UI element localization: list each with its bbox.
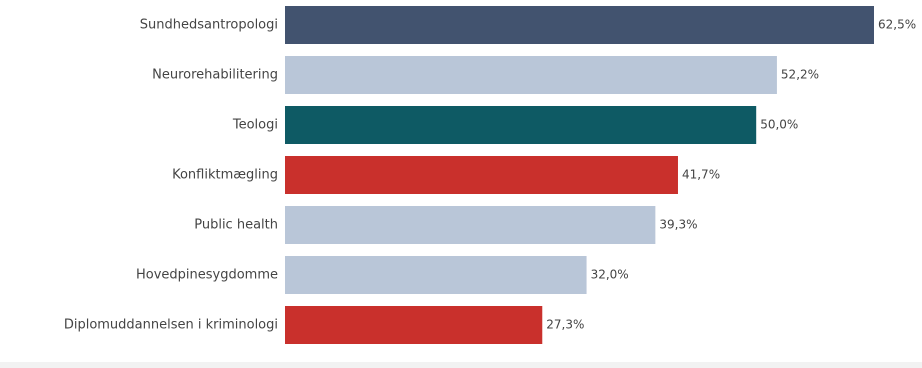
bar (285, 156, 678, 194)
category-label: Public health (194, 218, 278, 233)
bottom-scroll-band (0, 362, 922, 368)
value-label: 27,3% (546, 318, 584, 332)
bar (285, 256, 587, 294)
value-label: 32,0% (591, 268, 629, 282)
category-label: Teologi (232, 118, 278, 133)
value-label: 50,0% (760, 118, 798, 132)
bar (285, 306, 543, 344)
bar (285, 206, 656, 244)
value-label: 39,3% (659, 218, 697, 232)
category-label: Diplomuddannelsen i kriminologi (64, 318, 278, 333)
value-label: 62,5% (878, 18, 916, 32)
category-label: Neurorehabilitering (152, 68, 278, 83)
bar (285, 56, 777, 94)
bar (285, 106, 757, 144)
bar (285, 6, 874, 44)
value-label: 52,2% (781, 68, 819, 82)
category-label: Hovedpinesygdomme (136, 268, 278, 283)
category-label: Sundhedsantropologi (140, 18, 278, 33)
value-label: 41,7% (682, 168, 720, 182)
category-label: Konfliktmægling (172, 168, 278, 183)
